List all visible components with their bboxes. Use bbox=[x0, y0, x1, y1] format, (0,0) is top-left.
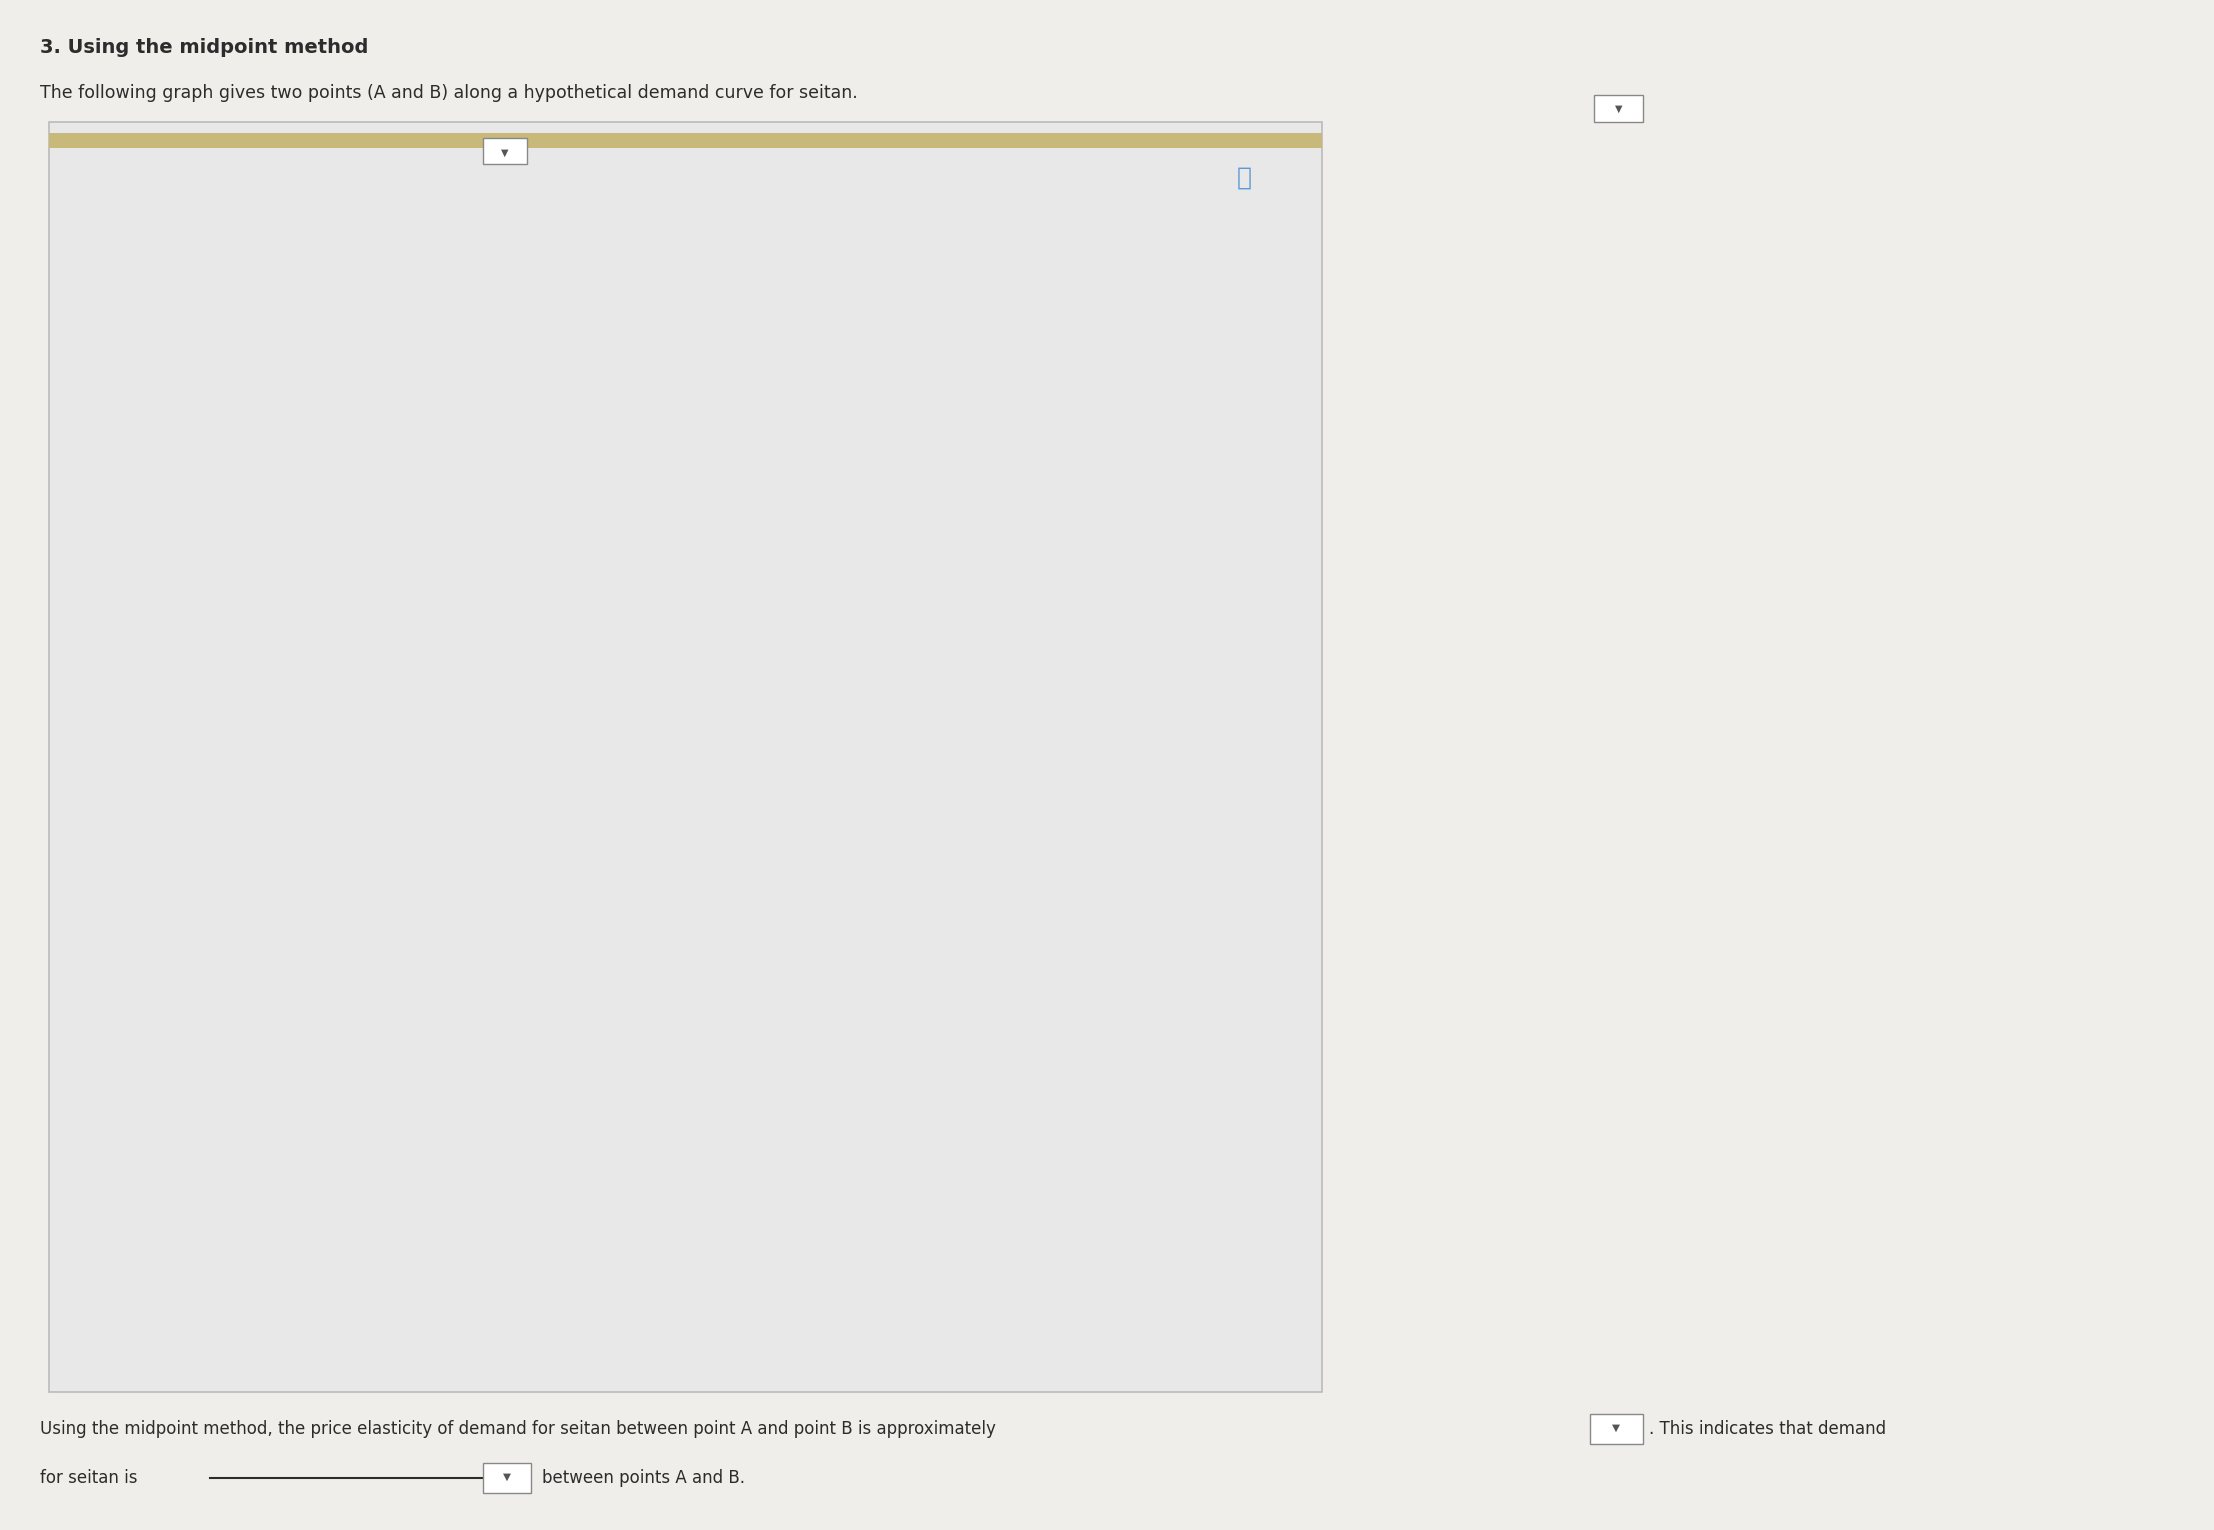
Text: The following graph gives two points (A and B) along a hypothetical demand curve: The following graph gives two points (A … bbox=[40, 84, 857, 103]
Text: ⓘ: ⓘ bbox=[1238, 165, 1251, 190]
Y-axis label: PRICE (Dollars per pound): PRICE (Dollars per pound) bbox=[190, 655, 206, 852]
Text: Demand: Demand bbox=[724, 661, 788, 676]
X-axis label: QUANTITY (Thousands of pounds of seitan): QUANTITY (Thousands of pounds of seitan) bbox=[587, 1328, 917, 1343]
Text: ▼: ▼ bbox=[500, 148, 509, 158]
Text: ▼: ▼ bbox=[1612, 1423, 1621, 1432]
Text: ▼: ▼ bbox=[1614, 104, 1623, 113]
Text: 3. Using the midpoint method: 3. Using the midpoint method bbox=[40, 38, 368, 57]
Text: B: B bbox=[443, 551, 452, 566]
Text: Using the midpoint method, the price elasticity of demand for seitan between poi: Using the midpoint method, the price ela… bbox=[40, 1420, 996, 1438]
Text: for seitan is: for seitan is bbox=[40, 1469, 137, 1487]
Text: . This indicates that demand: . This indicates that demand bbox=[1649, 1420, 1886, 1438]
Text: between points A and B.: between points A and B. bbox=[542, 1469, 746, 1487]
Text: A: A bbox=[624, 641, 635, 656]
Text: ▼: ▼ bbox=[503, 1472, 511, 1481]
Text: 40, 7: 40, 7 bbox=[596, 531, 635, 545]
